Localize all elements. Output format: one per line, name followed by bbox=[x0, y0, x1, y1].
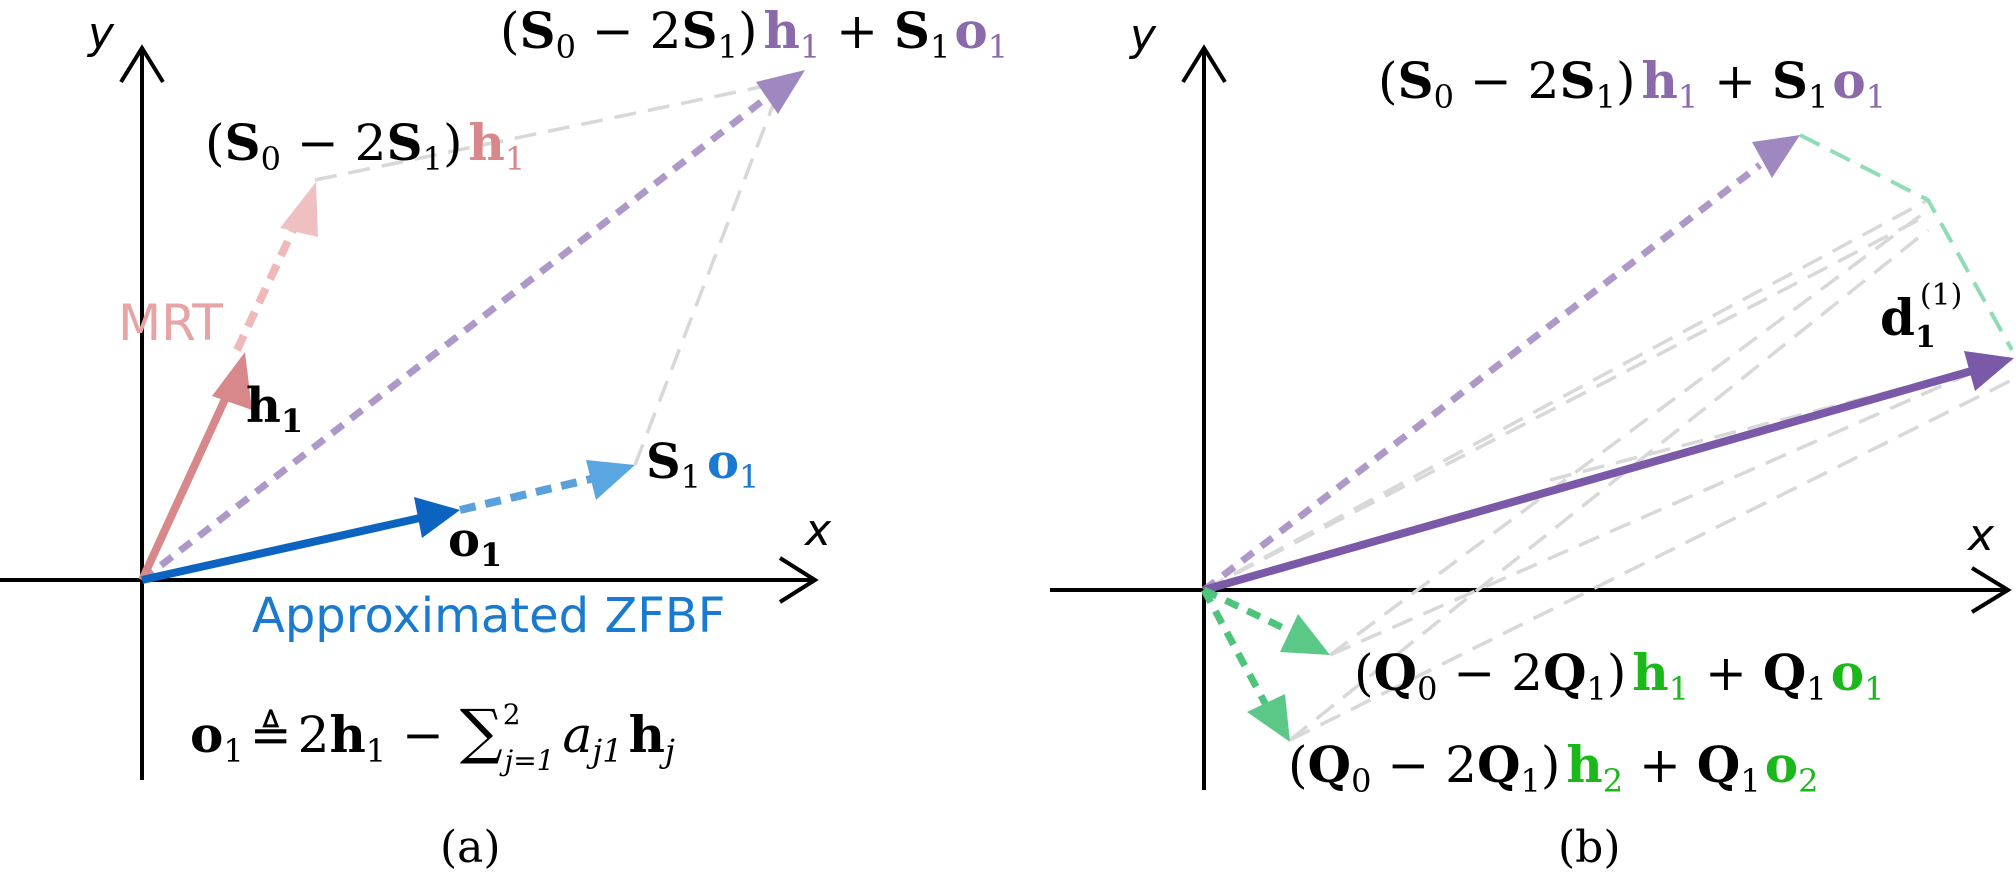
panel-a-mrt-label: MRT bbox=[118, 294, 223, 352]
panel-b-caption: (b) bbox=[1558, 822, 1621, 873]
panel-b-green-dashed-link bbox=[1799, 133, 2014, 351]
panel-a-mrt-dashed-vector bbox=[233, 213, 304, 352]
panel-b-q2-dashed-vector bbox=[1200, 588, 1270, 707]
panel-a-axes bbox=[0, 44, 819, 780]
panel-a-y-axis-arrowhead bbox=[119, 44, 165, 84]
panel-a-axis-y-label: y bbox=[86, 8, 115, 59]
panel-b-guides bbox=[1203, 198, 2013, 742]
panel-a-h1-arrowhead bbox=[212, 352, 252, 410]
panel-b-axis-x-label: x bbox=[1966, 510, 1995, 561]
panel-b-q1-expression: (Q0 − 2Q1) h1 + Q1o1 bbox=[1354, 643, 1884, 708]
panel-b-d-vector bbox=[1202, 366, 1977, 594]
panel-a-sum-dashed-vector bbox=[139, 92, 773, 583]
panel-a-axis-x-label: x bbox=[803, 505, 832, 556]
panel-a-o1-arrowhead bbox=[414, 497, 460, 538]
panel-a-precoded-h1-label: (S0 − 2S1) h1 bbox=[205, 113, 525, 178]
panel-a-o1-label: o1 bbox=[448, 512, 502, 574]
panel-b-top-expression: (S0 − 2S1) h1 + S1o1 bbox=[1378, 51, 1886, 116]
panel-a-x-axis-arrowhead bbox=[778, 556, 819, 604]
panel-b-precoded-dashed-vector bbox=[1201, 162, 1763, 593]
panel-a-h1-vector bbox=[138, 382, 236, 582]
panel-b-q1-arrowhead bbox=[1280, 614, 1330, 655]
panel-a-zfbf-label: Approximated ZFBF bbox=[252, 588, 725, 644]
panel-b-q2-arrowhead bbox=[1247, 694, 1290, 742]
panel-a-top-expression: (S0 − 2S1) h1 + S1o1 bbox=[500, 1, 1008, 66]
panel-a-sum-arrowhead bbox=[756, 70, 805, 114]
panel-a: x y MRT h1 o1 S1 o1 (S0 − 2S1) h1 (S0 − 2S… bbox=[0, 1, 1008, 873]
panel-a-mrt-dashed-arrowhead bbox=[280, 182, 318, 237]
panel-b: x y (S0 − 2S1) h1 + S1o1 d1(1) (Q0 − 2Q1)… bbox=[1050, 10, 2014, 873]
panel-b-x-axis-arrowhead bbox=[1970, 566, 2012, 614]
panel-a-h1-label: h1 bbox=[246, 378, 303, 440]
panel-a-guides bbox=[314, 83, 777, 466]
panel-b-axis-y-label: y bbox=[1128, 10, 1157, 61]
panel-b-d-label: d1(1) bbox=[1880, 278, 1962, 355]
panel-b-q2-expression: (Q0 − 2Q1) h2 + Q1o2 bbox=[1288, 735, 1818, 800]
panel-a-s1o1-label: S1 o1 bbox=[646, 434, 759, 496]
panel-b-precoded-arrowhead bbox=[1752, 135, 1800, 178]
panel-b-q1-dashed-vector bbox=[1202, 586, 1300, 639]
panel-a-s1o1-arrowhead bbox=[586, 460, 635, 500]
panel-b-d-arrowhead bbox=[1964, 351, 2014, 391]
panel-a-zfbf-formula: o1 ≜ 2h1 − ∑2 j=1 aj1 hj bbox=[190, 697, 675, 777]
panel-a-caption: (a) bbox=[440, 822, 501, 873]
panel-a-o1-vector bbox=[141, 514, 421, 584]
panel-a-s1o1-dashed-vector bbox=[459, 474, 596, 514]
panel-b-y-axis-arrowhead bbox=[1181, 44, 1227, 84]
